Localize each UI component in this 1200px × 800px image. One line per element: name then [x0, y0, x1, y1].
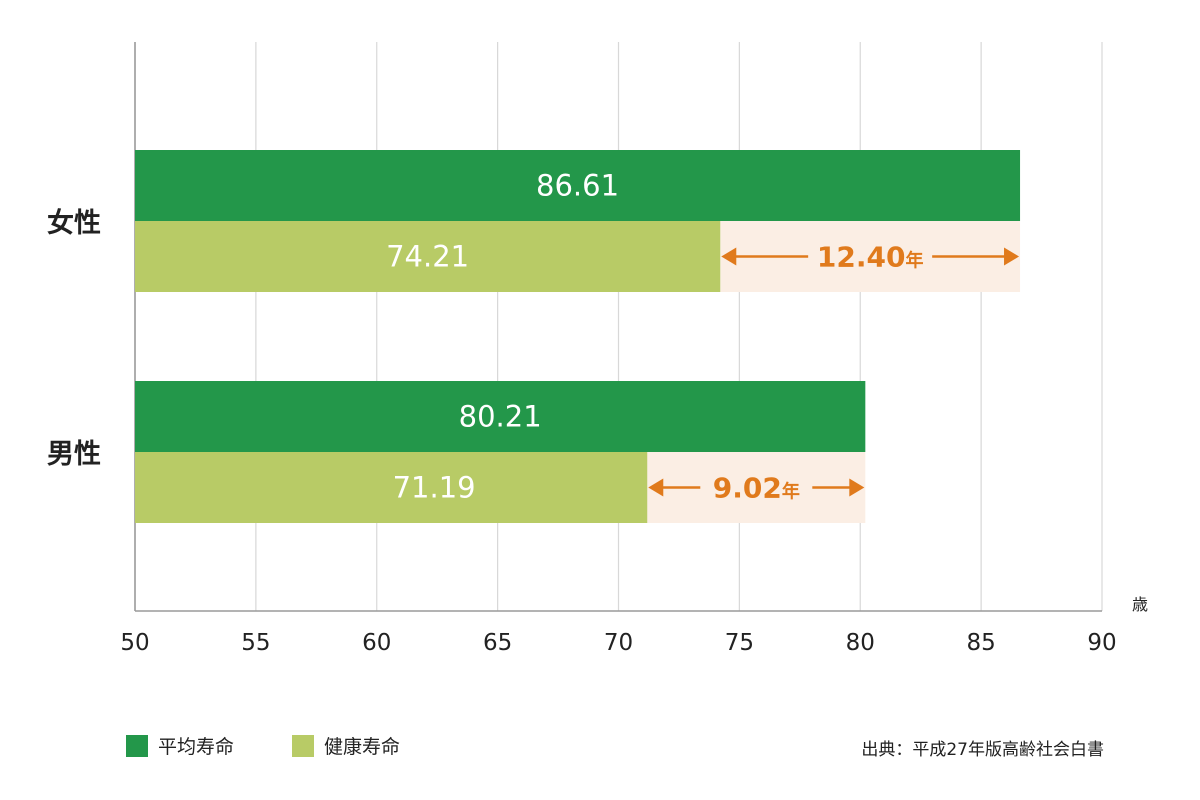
- legend: 平均寿命 健康寿命: [126, 732, 458, 759]
- gap-arrowhead-right-female: [1004, 247, 1020, 266]
- value-label-average-life-male: 80.21: [459, 400, 542, 434]
- x-tick-label-75: 75: [725, 630, 754, 656]
- category-label-female: 女性: [47, 207, 101, 239]
- x-tick-label-55: 55: [241, 630, 270, 656]
- value-label-average-life-female: 86.61: [536, 169, 619, 203]
- x-tick-label-80: 80: [846, 630, 875, 656]
- value-label-healthy-life-male: 71.19: [393, 471, 476, 505]
- gap-label-male: 9.02年: [713, 472, 800, 505]
- x-tick-label-85: 85: [966, 630, 995, 656]
- bar-average-life-female: [135, 150, 1021, 221]
- legend-swatch-healthy-life: [292, 734, 315, 757]
- legend-swatch-average-life: [126, 734, 148, 757]
- legend-label-healthy-life: 健康寿命: [324, 736, 401, 758]
- legend-item-healthy-life: 健康寿命: [292, 732, 400, 759]
- legend-label-average-life: 平均寿命: [158, 736, 235, 758]
- x-tick-label-90: 90: [1087, 630, 1116, 656]
- gap-arrowhead-left-male: [648, 478, 664, 497]
- x-tick-label-50: 50: [120, 630, 149, 656]
- gap-unit-male: 年: [782, 481, 800, 503]
- bar-average-life-male: [135, 381, 866, 452]
- source-note: 出典：平成27年版高齢社会白書: [861, 740, 1104, 760]
- category-label-male: 男性: [47, 439, 101, 470]
- bar-healthy-life-female: [135, 221, 721, 292]
- x-tick-label-70: 70: [604, 630, 633, 656]
- legend-item-average-life: 平均寿命: [126, 732, 234, 759]
- gap-arrowhead-right-male: [849, 478, 865, 497]
- bar-healthy-life-male: [135, 452, 648, 523]
- x-tick-label-65: 65: [483, 630, 512, 656]
- x-axis-unit: 歳: [1132, 595, 1148, 614]
- x-tick-label-60: 60: [362, 630, 391, 656]
- gap-unit-female: 年: [905, 250, 923, 272]
- gap-number-male: 9.02: [713, 472, 782, 505]
- gap-label-female: 12.40年: [817, 241, 924, 274]
- value-label-healthy-life-female: 74.21: [386, 240, 469, 274]
- gap-arrowhead-left-female: [721, 247, 737, 266]
- gap-number-female: 12.40: [817, 241, 906, 274]
